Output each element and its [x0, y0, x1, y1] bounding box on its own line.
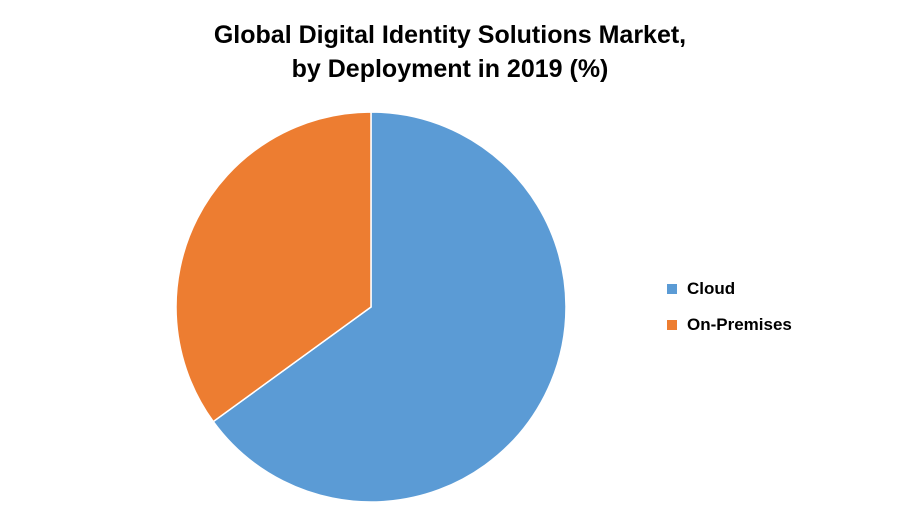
legend-label-cloud: Cloud [687, 279, 736, 298]
pie-slice-on-premises [175, 111, 372, 423]
legend-swatch-on-premises [667, 320, 677, 330]
chart-title-line-2: by Deployment in 2019 (%) [291, 55, 609, 83]
chart-title: Global Digital Identity Solutions Market… [0, 18, 900, 86]
legend-swatch-cloud [667, 284, 677, 294]
legend-item-cloud: Cloud [667, 278, 792, 300]
legend-item-on-premises: On-Premises [667, 314, 792, 336]
legend: Cloud On-Premises [667, 278, 792, 350]
legend-label-on-premises: On-Premises [687, 315, 792, 334]
pie-slice-cloud [212, 111, 567, 503]
chart-title-line-1: Global Digital Identity Solutions Market… [213, 21, 687, 49]
